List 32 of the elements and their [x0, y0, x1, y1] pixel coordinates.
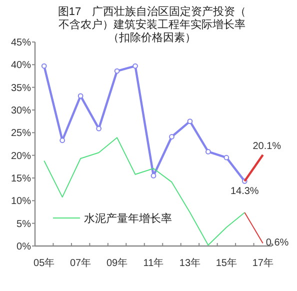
point: [41, 63, 47, 69]
point: [169, 134, 174, 140]
point: [78, 93, 84, 99]
x-tick-label: 13年: [179, 257, 201, 269]
point: [60, 138, 66, 144]
x-tick-label: 11年: [143, 257, 164, 269]
y-tick-label: 5%: [16, 218, 32, 230]
y-tick-label: 45%: [10, 38, 32, 48]
point: [187, 118, 193, 124]
point: [205, 149, 211, 154]
y-tick-label: 0%: [16, 242, 32, 252]
data-label: 14.3%: [230, 186, 259, 198]
y-tick-label: 35%: [10, 82, 32, 94]
x-tick-label: 17年: [252, 257, 274, 269]
x-tick-label: 07年: [70, 257, 92, 269]
y-tick-label: 40%: [10, 60, 32, 72]
point: [150, 173, 156, 178]
point: [132, 63, 138, 69]
chart-title: 图17 广西壮族自治区固定资产投资（不含农户）建筑安装工程年实际增长率（扣除价格因素）: [58, 5, 246, 44]
x-tick-label: 05年: [34, 257, 55, 269]
y-tick-label: 10%: [10, 196, 32, 208]
y-tick-label: 25%: [10, 128, 32, 140]
x-tick-label: 09年: [106, 257, 128, 269]
point: [114, 68, 120, 74]
x-tick-label: 15年: [216, 257, 237, 269]
data-label: 20.1%: [252, 140, 282, 152]
data-label: 0.6%: [266, 237, 289, 248]
y-tick-label: 15%: [10, 174, 32, 184]
point: [224, 154, 230, 160]
y-tick-label: 20%: [10, 150, 32, 162]
y-tick-label: 30%: [10, 106, 32, 116]
legend-label: 水泥产量年增长率: [84, 212, 172, 225]
